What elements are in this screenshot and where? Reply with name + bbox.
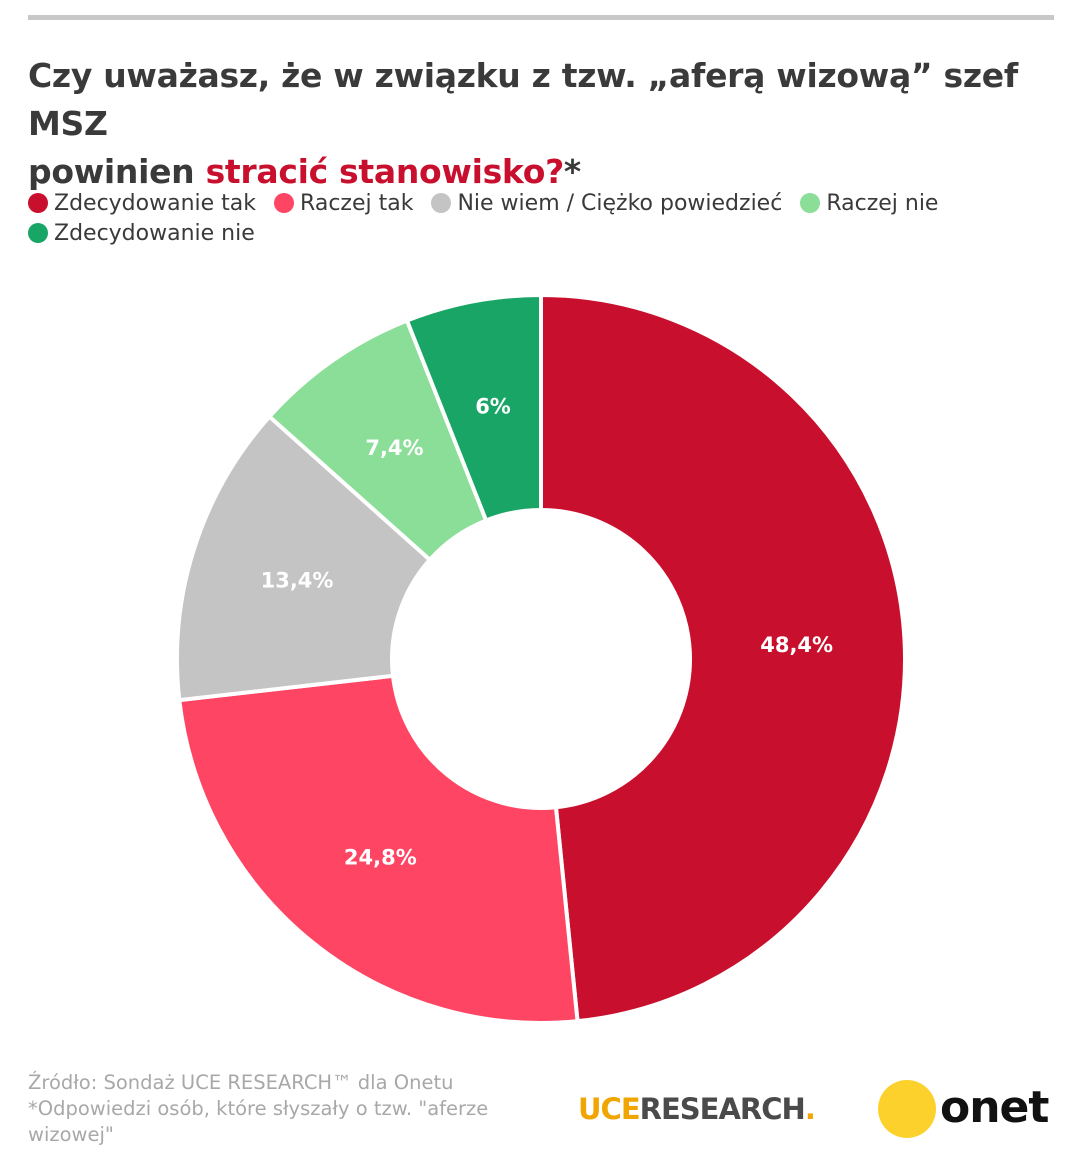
legend-swatch (274, 193, 295, 213)
legend-swatch (800, 193, 821, 213)
legend-item-raczej-nie: Raczej nie (800, 191, 938, 216)
legend-item-nie-wiem: Nie wiem / Ciężko powiedzieć (431, 191, 782, 216)
legend-label: Zdecydowanie nie (54, 220, 255, 246)
chart-title: Czy uważasz, że w związku z tzw. „aferą … (28, 52, 1058, 196)
legend-label: Nie wiem / Ciężko powiedzieć (457, 190, 783, 216)
onet-logo: onet (878, 1080, 1058, 1140)
title-line-1: Czy uważasz, że w związku z tzw. „aferą … (28, 56, 1018, 143)
slice-label-raczej-nie: 7,4% (365, 436, 423, 460)
footnote-text: *Odpowiedzi osób, które słyszały o tzw. … (28, 1097, 489, 1146)
legend-item-raczej-tak: Raczej tak (274, 191, 413, 216)
title-asterisk: * (563, 152, 581, 191)
source-text: Źródło: Sondaż UCE RESEARCH™ dla Onetu (28, 1071, 454, 1094)
legend-swatch (28, 193, 48, 213)
onet-logo-text: onet (940, 1082, 1049, 1133)
legend: Zdecydowanie tak Raczej tak Nie wiem / C… (28, 188, 1028, 248)
top-rule (28, 15, 1054, 20)
legend-swatch (28, 223, 48, 243)
donut-slice-nie-wiem (175, 413, 433, 703)
slice-label-zdecydowanie-tak: 48,4% (760, 633, 833, 657)
title-highlight: stracić stanowisko? (205, 152, 565, 191)
legend-swatch (431, 193, 452, 213)
legend-row-2: Zdecydowanie nie (28, 218, 1028, 248)
donut-slice-zdecydowanie-tak (539, 292, 907, 1024)
donut-chart: 48,4% 24,8% 13,4% 7,4% 6% (175, 292, 907, 1025)
footer-source: Źródło: Sondaż UCE RESEARCH™ dla Onetu *… (28, 1070, 548, 1148)
legend-label: Raczej tak (300, 190, 414, 216)
onet-circle-icon (878, 1080, 936, 1138)
legend-item-zdecydowanie-nie: Zdecydowanie nie (28, 221, 255, 246)
slice-label-nie-wiem: 13,4% (261, 568, 334, 592)
title-line-2: powinien stracić stanowisko?* (28, 148, 1058, 196)
legend-label: Raczej nie (826, 190, 939, 216)
legend-row-1: Zdecydowanie tak Raczej tak Nie wiem / C… (28, 188, 1028, 218)
title-line-2-prefix: powinien (28, 152, 206, 191)
legend-label: Zdecydowanie tak (54, 190, 257, 216)
slice-label-zdecydowanie-nie: 6% (475, 395, 511, 419)
uce-research-logo: UCERESEARCH. (578, 1092, 816, 1126)
donut-slice-raczej-tak (177, 673, 580, 1025)
legend-item-zdecydowanie-tak: Zdecydowanie tak (28, 191, 256, 216)
slice-label-raczej-tak: 24,8% (344, 845, 417, 869)
donut-slice-zdecydowanie-nie (404, 292, 543, 524)
